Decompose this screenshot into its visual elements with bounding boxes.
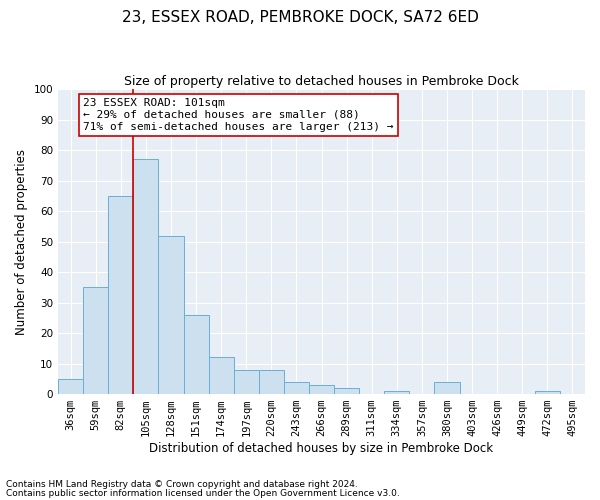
- Bar: [209, 358, 233, 394]
- Bar: [334, 388, 359, 394]
- X-axis label: Distribution of detached houses by size in Pembroke Dock: Distribution of detached houses by size …: [149, 442, 494, 455]
- Bar: [309, 385, 334, 394]
- Bar: [384, 391, 409, 394]
- Title: Size of property relative to detached houses in Pembroke Dock: Size of property relative to detached ho…: [124, 75, 519, 88]
- Text: Contains HM Land Registry data © Crown copyright and database right 2024.: Contains HM Land Registry data © Crown c…: [6, 480, 358, 489]
- Bar: [284, 382, 309, 394]
- Bar: [133, 160, 158, 394]
- Text: 23 ESSEX ROAD: 101sqm
← 29% of detached houses are smaller (88)
71% of semi-deta: 23 ESSEX ROAD: 101sqm ← 29% of detached …: [83, 98, 394, 132]
- Bar: [158, 236, 184, 394]
- Bar: [108, 196, 133, 394]
- Bar: [535, 391, 560, 394]
- Text: 23, ESSEX ROAD, PEMBROKE DOCK, SA72 6ED: 23, ESSEX ROAD, PEMBROKE DOCK, SA72 6ED: [122, 10, 478, 25]
- Bar: [83, 288, 108, 394]
- Text: Contains public sector information licensed under the Open Government Licence v3: Contains public sector information licen…: [6, 488, 400, 498]
- Bar: [434, 382, 460, 394]
- Y-axis label: Number of detached properties: Number of detached properties: [15, 148, 28, 334]
- Bar: [233, 370, 259, 394]
- Bar: [58, 379, 83, 394]
- Bar: [259, 370, 284, 394]
- Bar: [184, 315, 209, 394]
